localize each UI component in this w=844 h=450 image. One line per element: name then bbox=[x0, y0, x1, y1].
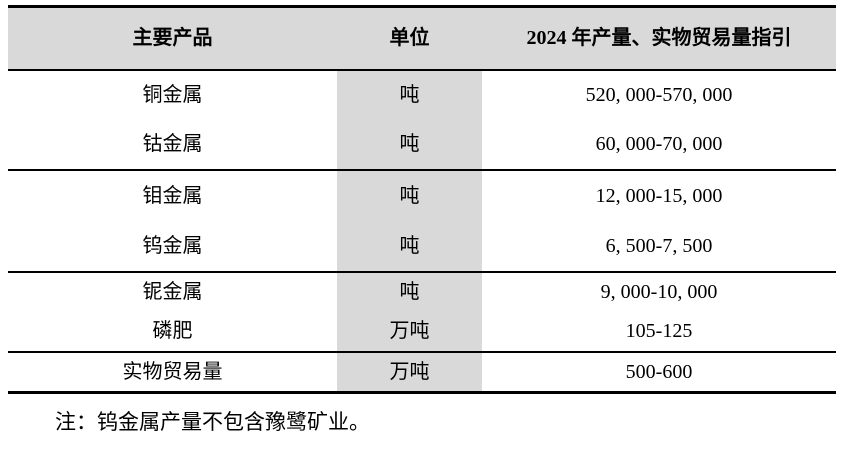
guidance-cell: 500-600 bbox=[625, 360, 693, 383]
unit-cell: 吨 bbox=[337, 69, 482, 120]
guidance-cell: 105-125 bbox=[482, 311, 836, 353]
table-row-physical-trade: 实物贸易量 万吨 500-600 bbox=[8, 351, 836, 393]
table-row-molybdenum: 钼金属 吨 12, 000-15, 000 bbox=[8, 169, 836, 221]
unit-cell: 吨 bbox=[337, 119, 482, 171]
unit-cell: 吨 bbox=[337, 271, 482, 312]
product-cell: 铌金属 bbox=[142, 281, 203, 303]
table-footnote: 注：钨金属产量不包含豫鹭矿业。 bbox=[55, 410, 370, 434]
table-row-copper: 铜金属 吨 520, 000-570, 000 bbox=[8, 69, 836, 120]
table-row-niobium: 铌金属 吨 9, 000-10, 000 bbox=[8, 271, 836, 312]
product-cell: 磷肥 bbox=[8, 311, 337, 353]
production-guidance-table: 主要产品 单位 2024 年产量、实物贸易量指引 铜金属 吨 520, 000-… bbox=[8, 5, 836, 394]
table-header-row: 主要产品 单位 2024 年产量、实物贸易量指引 bbox=[8, 6, 836, 71]
table-row-phosphate: 磷肥 万吨 105-125 bbox=[8, 311, 836, 353]
guidance-cell: 520, 000-570, 000 bbox=[585, 84, 733, 106]
table-row-cobalt: 钴金属 吨 60, 000-70, 000 bbox=[8, 119, 836, 171]
unit-cell: 万吨 bbox=[337, 311, 482, 353]
product-cell: 钼金属 bbox=[142, 184, 203, 207]
header-unit: 单位 bbox=[337, 6, 482, 71]
table-row-tungsten: 钨金属 吨 6, 500-7, 500 bbox=[8, 220, 836, 273]
unit-cell: 万吨 bbox=[337, 351, 482, 393]
unit-cell: 吨 bbox=[337, 220, 482, 273]
product-cell: 铜金属 bbox=[142, 84, 203, 106]
guidance-cell: 60, 000-70, 000 bbox=[482, 119, 836, 171]
product-cell: 钨金属 bbox=[8, 220, 337, 273]
guidance-cell: 9, 000-10, 000 bbox=[600, 281, 718, 303]
product-cell: 实物贸易量 bbox=[122, 360, 223, 383]
header-2024-guidance: 2024 年产量、实物贸易量指引 bbox=[482, 6, 836, 71]
header-main-product: 主要产品 bbox=[8, 6, 337, 71]
product-cell: 钴金属 bbox=[8, 119, 337, 171]
unit-cell: 吨 bbox=[337, 169, 482, 221]
guidance-cell: 6, 500-7, 500 bbox=[482, 220, 836, 273]
guidance-cell: 12, 000-15, 000 bbox=[595, 184, 723, 207]
